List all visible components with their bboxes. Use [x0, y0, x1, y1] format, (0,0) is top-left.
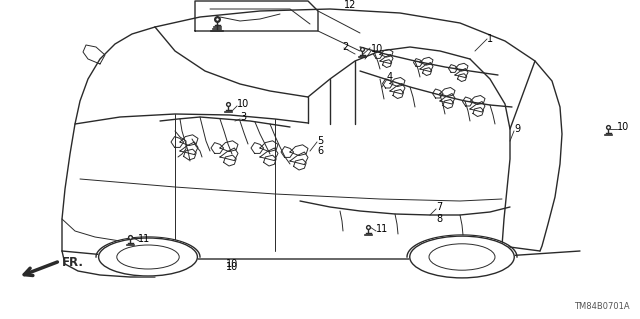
Ellipse shape	[99, 238, 197, 276]
Text: 4: 4	[387, 72, 393, 82]
Text: 5: 5	[317, 136, 323, 146]
Text: 8: 8	[436, 214, 442, 224]
Text: 10: 10	[226, 262, 238, 272]
Text: 3: 3	[240, 112, 246, 122]
Text: 12: 12	[344, 0, 356, 10]
Ellipse shape	[410, 236, 515, 278]
Text: 7: 7	[436, 202, 442, 212]
Text: 10: 10	[226, 259, 238, 269]
Text: 11: 11	[138, 234, 150, 244]
Text: 10: 10	[617, 122, 629, 132]
Text: FR.: FR.	[62, 256, 84, 270]
Text: 6: 6	[317, 146, 323, 156]
Text: 10: 10	[371, 44, 383, 54]
Text: TM84B0701A: TM84B0701A	[574, 302, 630, 311]
Text: 9: 9	[514, 124, 520, 134]
Text: 2: 2	[342, 42, 348, 52]
Text: 1: 1	[487, 34, 493, 44]
Text: 10: 10	[237, 99, 249, 109]
Text: 11: 11	[376, 224, 388, 234]
